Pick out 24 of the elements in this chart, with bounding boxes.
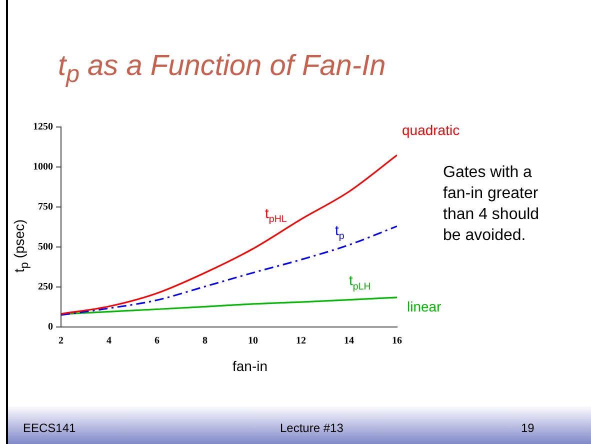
x-tick-label: 10	[248, 336, 258, 347]
y-tick-label: 1000	[33, 162, 53, 173]
annotation: quadratic	[402, 122, 460, 138]
x-tick-label: 14	[344, 336, 354, 347]
x-tick-label: 16	[392, 336, 402, 347]
x-tick-label: 4	[106, 336, 112, 347]
text: 19	[521, 421, 534, 435]
x-tick-label: 12	[296, 336, 306, 347]
y-tick-label: 500	[38, 242, 53, 253]
y-tick-label: 1250	[33, 122, 53, 133]
x-tick-label: 6	[154, 336, 160, 347]
chart-title: t$_{p}$ as a Function of Fan-In	[58, 50, 386, 89]
y-tick-label: 750	[38, 202, 53, 213]
x-tick-label: 8	[202, 336, 208, 347]
x-axis-title: fan-in	[231, 358, 269, 374]
text: EECS141	[23, 421, 76, 435]
text: Gates with a fan-in greater than 4 should be avoided.	[443, 163, 540, 246]
line-series	[61, 225, 397, 316]
annotation: linear	[407, 298, 442, 314]
y-tick-label: 250	[38, 282, 53, 293]
x-tick-label: 2	[58, 336, 64, 347]
text: Lecture #13	[280, 421, 344, 435]
y-tick-label: 0	[48, 322, 53, 333]
line-series	[61, 154, 397, 315]
